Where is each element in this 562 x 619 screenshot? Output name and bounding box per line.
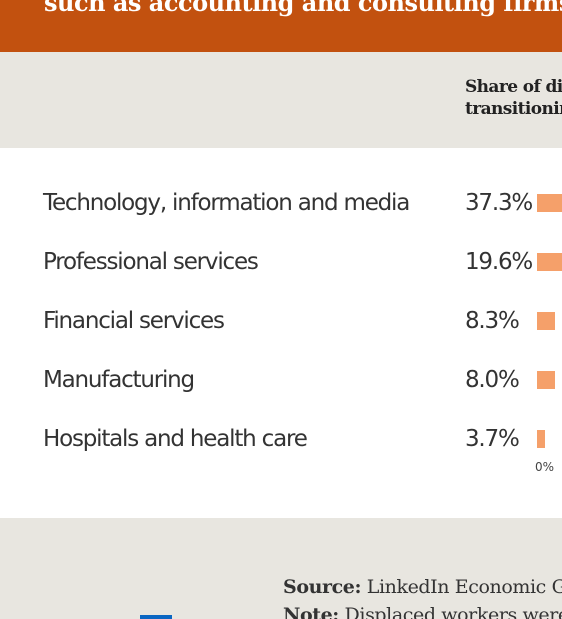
bar xyxy=(537,312,556,330)
source-line: Source: LinkedIn Economic Gr xyxy=(283,576,562,598)
linkedin-logo-icon xyxy=(140,615,172,619)
bar xyxy=(537,194,562,212)
value-label: 8.3% xyxy=(465,308,520,334)
bar xyxy=(537,430,546,448)
column-header-line-2: transitionin xyxy=(465,99,562,119)
value-label: 19.6% xyxy=(465,249,533,275)
category-label: Professional services xyxy=(43,249,259,275)
source-text: LinkedIn Economic Gr xyxy=(361,576,562,598)
value-label: 8.0% xyxy=(465,367,520,393)
column-header-band xyxy=(0,52,562,148)
bar xyxy=(537,371,555,389)
value-label: 37.3% xyxy=(465,190,533,216)
category-label: Financial services xyxy=(43,308,225,334)
value-label: 3.7% xyxy=(465,426,520,452)
note-label: Note: xyxy=(283,604,339,619)
note-line: Note: Displaced workers were xyxy=(283,604,562,619)
note-text: Displaced workers were xyxy=(338,604,562,619)
category-label: Technology, information and media xyxy=(43,190,410,216)
footer: Source: LinkedIn Economic Gr Note: Displ… xyxy=(0,518,562,619)
column-header: Share of di transitionin xyxy=(465,76,562,120)
bar xyxy=(537,253,562,271)
column-header-line-1: Share of di xyxy=(465,77,562,97)
headline-text: such as accounting and consulting firms. xyxy=(44,0,562,17)
category-label: Manufacturing xyxy=(43,367,195,393)
category-label: Hospitals and health care xyxy=(43,426,308,452)
source-label: Source: xyxy=(283,576,362,598)
headline-banner: such as accounting and consulting firms. xyxy=(0,0,562,52)
x-axis-tick-label: 0% xyxy=(535,460,555,474)
